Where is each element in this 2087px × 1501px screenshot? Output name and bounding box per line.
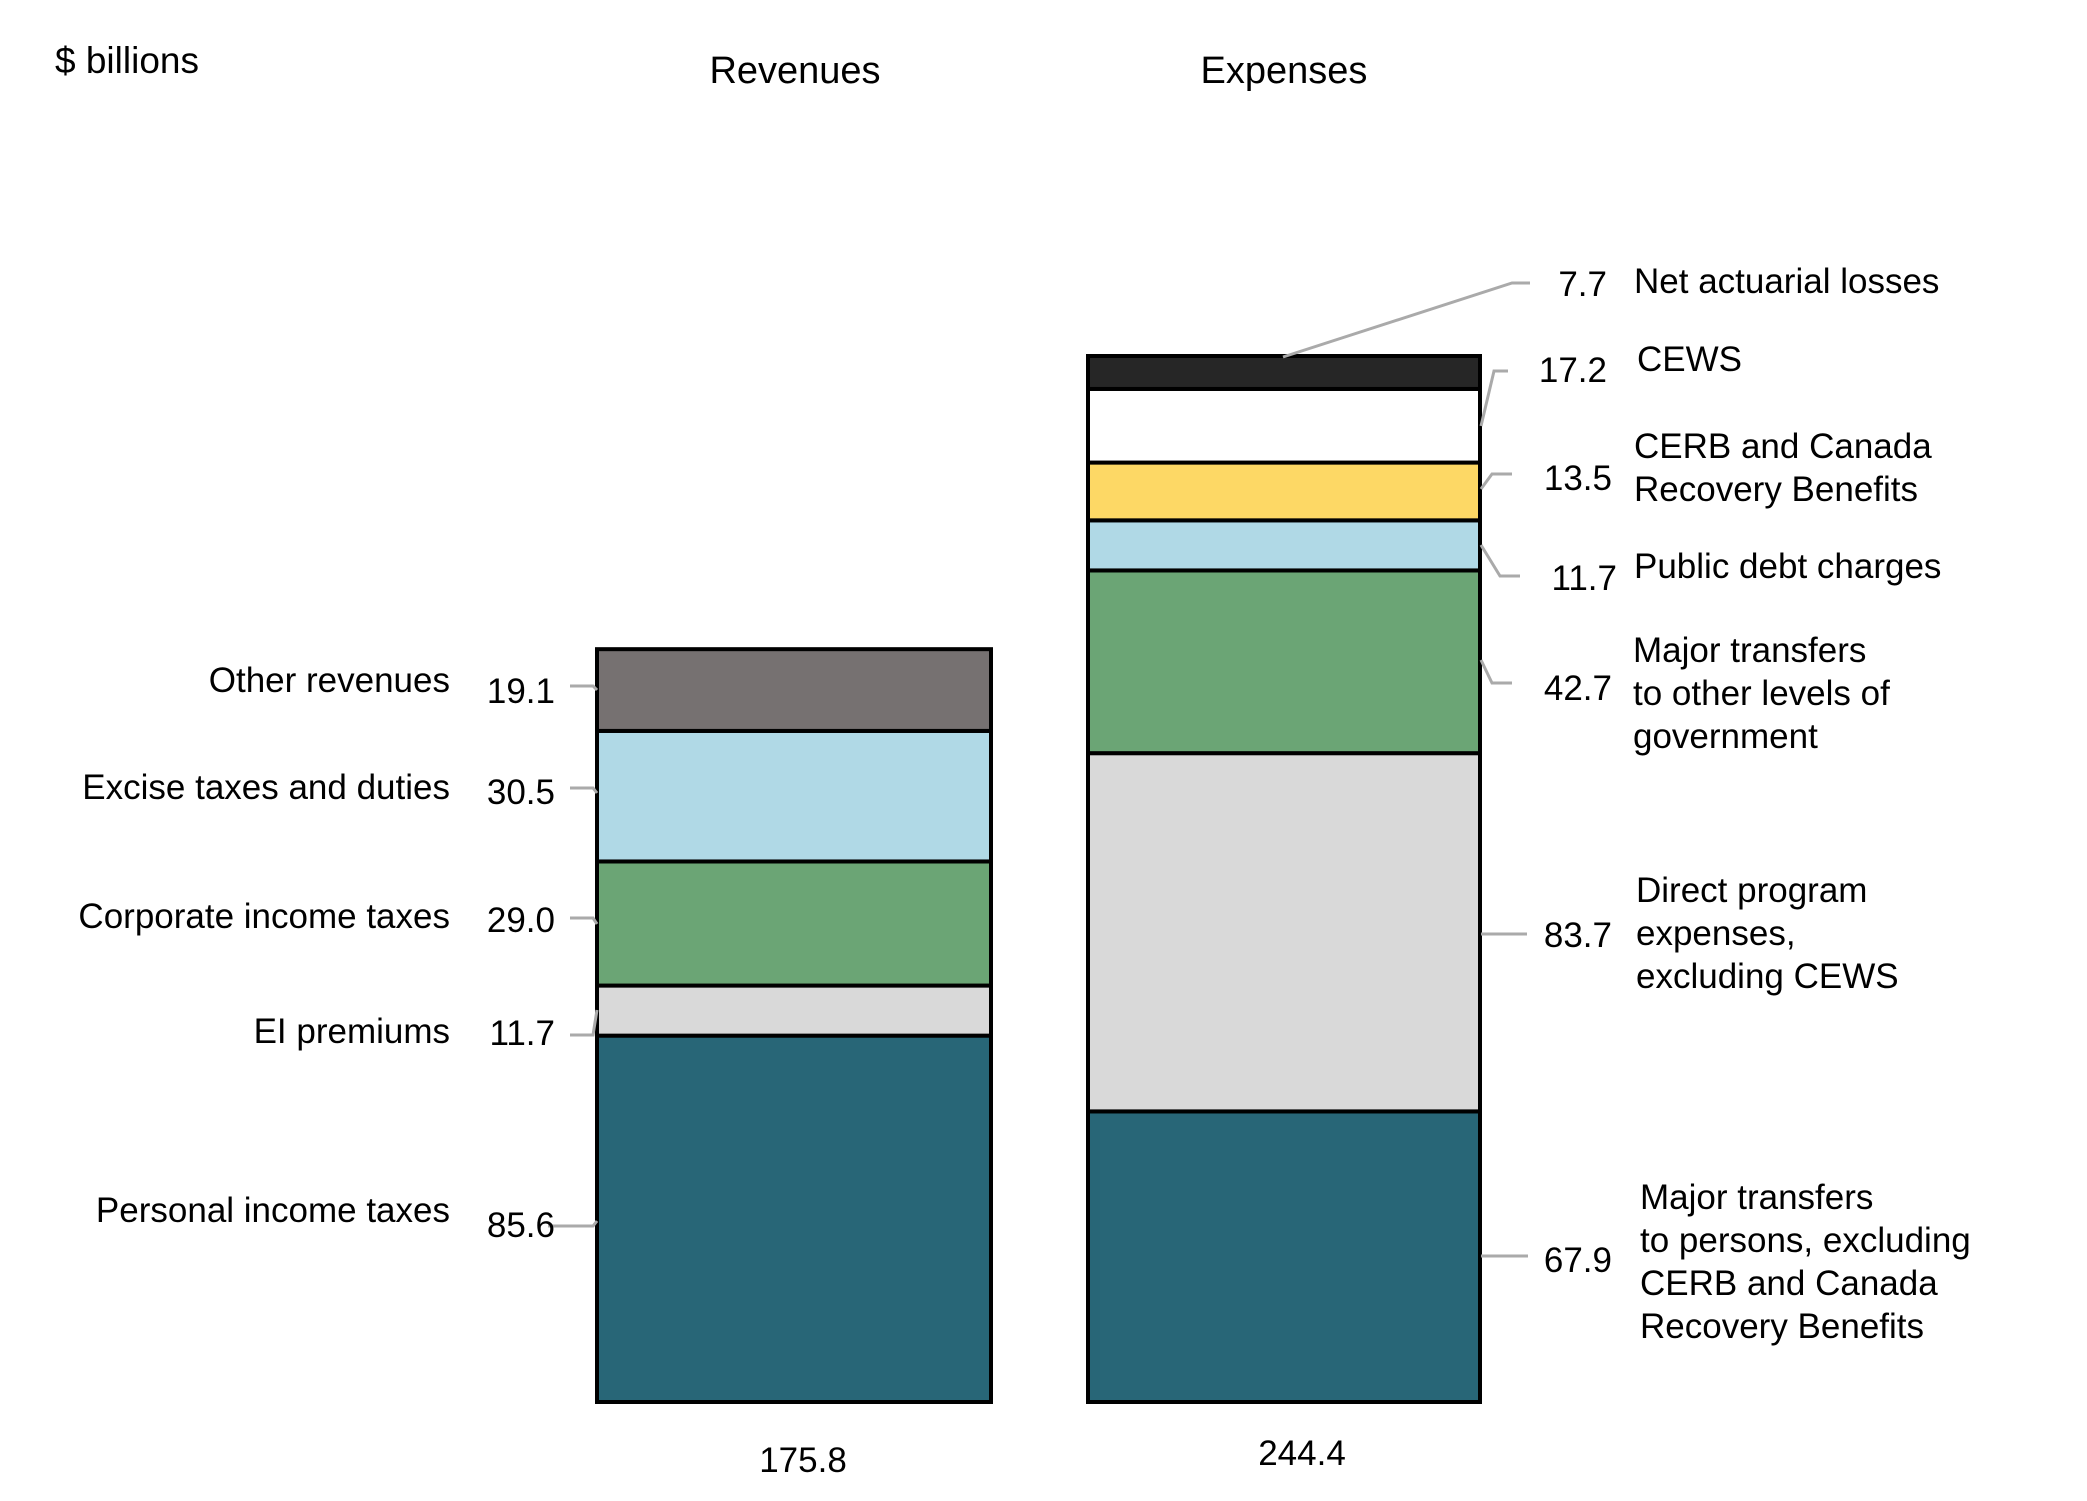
total-label-expenses: 244.4 <box>1258 1434 1346 1473</box>
value-label-excise-taxes-and-duties: 30.5 <box>487 773 555 812</box>
leader-line-other-revenues <box>570 684 599 692</box>
category-label-major-transfers-to-other-levels-of-government: Major transfers to other levels of governm… <box>1633 631 1890 756</box>
bars-group <box>595 354 1482 1404</box>
leader-line-ei-premiums <box>570 1009 599 1037</box>
value-label-public-debt-charges: 11.7 <box>1551 559 1617 598</box>
bar-segment-revenues-excise-taxes-and-duties <box>595 728 993 864</box>
leader-line-corporate-income-taxes <box>570 916 599 925</box>
unit-label: $ billions <box>55 40 199 81</box>
value-label-net-actuarial-losses: 7.7 <box>1558 265 1607 304</box>
category-label-corporate-income-taxes: Corporate income taxes <box>78 897 450 936</box>
category-label-ei-premiums: EI premiums <box>254 1012 450 1051</box>
labels-group: 85.6 Personal income taxes 11.7 EI premiums… <box>78 262 1970 1346</box>
value-label-personal-income-taxes: 85.6 <box>487 1206 555 1245</box>
leader-line-net-actuarial-losses <box>1282 281 1530 359</box>
column-title-revenues: Revenues <box>709 50 880 92</box>
total-label-revenues: 175.8 <box>759 1441 847 1480</box>
category-label-net-actuarial-losses: Net actuarial losses <box>1634 262 1939 301</box>
leader-line-cews <box>1479 369 1508 427</box>
value-label-major-transfers-to-persons-excluding-cerb-and-canada-recovery-benefits: 67.9 <box>1544 1241 1612 1280</box>
leader-line-personal-income-taxes <box>548 1220 599 1228</box>
bar-segment-expenses-direct-program-expenses-excluding-cews <box>1086 751 1482 1114</box>
category-label-personal-income-taxes: Personal income taxes <box>96 1191 450 1230</box>
bar-segment-revenues-other-revenues <box>595 647 993 733</box>
leader-lines-group <box>548 281 1530 1258</box>
value-label-corporate-income-taxes: 29.0 <box>487 901 555 940</box>
category-label-public-debt-charges: Public debt charges <box>1634 547 1941 586</box>
value-label-ei-premiums: 11.7 <box>489 1014 555 1053</box>
bar-segment-expenses-net-actuarial-losses <box>1086 354 1482 391</box>
category-label-excise-taxes-and-duties: Excise taxes and duties <box>82 768 450 807</box>
bar-segment-expenses-cerb-and-canada-recovery-benefits <box>1086 460 1482 523</box>
category-label-major-transfers-to-persons-excluding-cerb-and-canada-recovery-benefits: Major transfers to persons, excluding CERB… <box>1640 1178 1971 1346</box>
leader-line-excise-taxes-and-duties <box>570 786 599 794</box>
bar-segment-expenses-major-transfers-to-persons-excluding-cerb-and-canada-recovery-benefits <box>1086 1109 1482 1404</box>
bar-segment-expenses-major-transfers-to-other-levels-of-government <box>1086 568 1482 756</box>
value-label-cerb-and-canada-recovery-benefits: 13.5 <box>1544 459 1612 498</box>
category-label-other-revenues: Other revenues <box>209 661 450 700</box>
bar-segment-expenses-cews <box>1086 386 1482 465</box>
bar-segment-revenues-personal-income-taxes <box>595 1033 993 1404</box>
leader-line-public-debt-charges <box>1479 544 1520 578</box>
value-label-major-transfers-to-other-levels-of-government: 42.7 <box>1544 669 1612 708</box>
leader-line-cerb-and-canada-recovery-benefits <box>1479 472 1512 490</box>
value-label-other-revenues: 19.1 <box>487 672 555 711</box>
category-label-cerb-and-canada-recovery-benefits: CERB and Canada Recovery Benefits <box>1634 427 1932 509</box>
bar-segment-revenues-ei-premiums <box>595 983 993 1038</box>
leader-line-major-transfers-to-other-levels-of-government <box>1479 659 1512 685</box>
category-label-direct-program-expenses-excluding-cews: Direct program expenses, excluding CEWS <box>1636 871 1899 996</box>
bar-segment-expenses-public-debt-charges <box>1086 518 1482 573</box>
category-label-cews: CEWS <box>1637 340 1742 379</box>
value-label-cews: 17.2 <box>1539 351 1607 390</box>
column-title-expenses: Expenses <box>1201 50 1368 92</box>
bar-segment-revenues-corporate-income-taxes <box>595 859 993 988</box>
value-label-direct-program-expenses-excluding-cews: 83.7 <box>1544 916 1612 955</box>
